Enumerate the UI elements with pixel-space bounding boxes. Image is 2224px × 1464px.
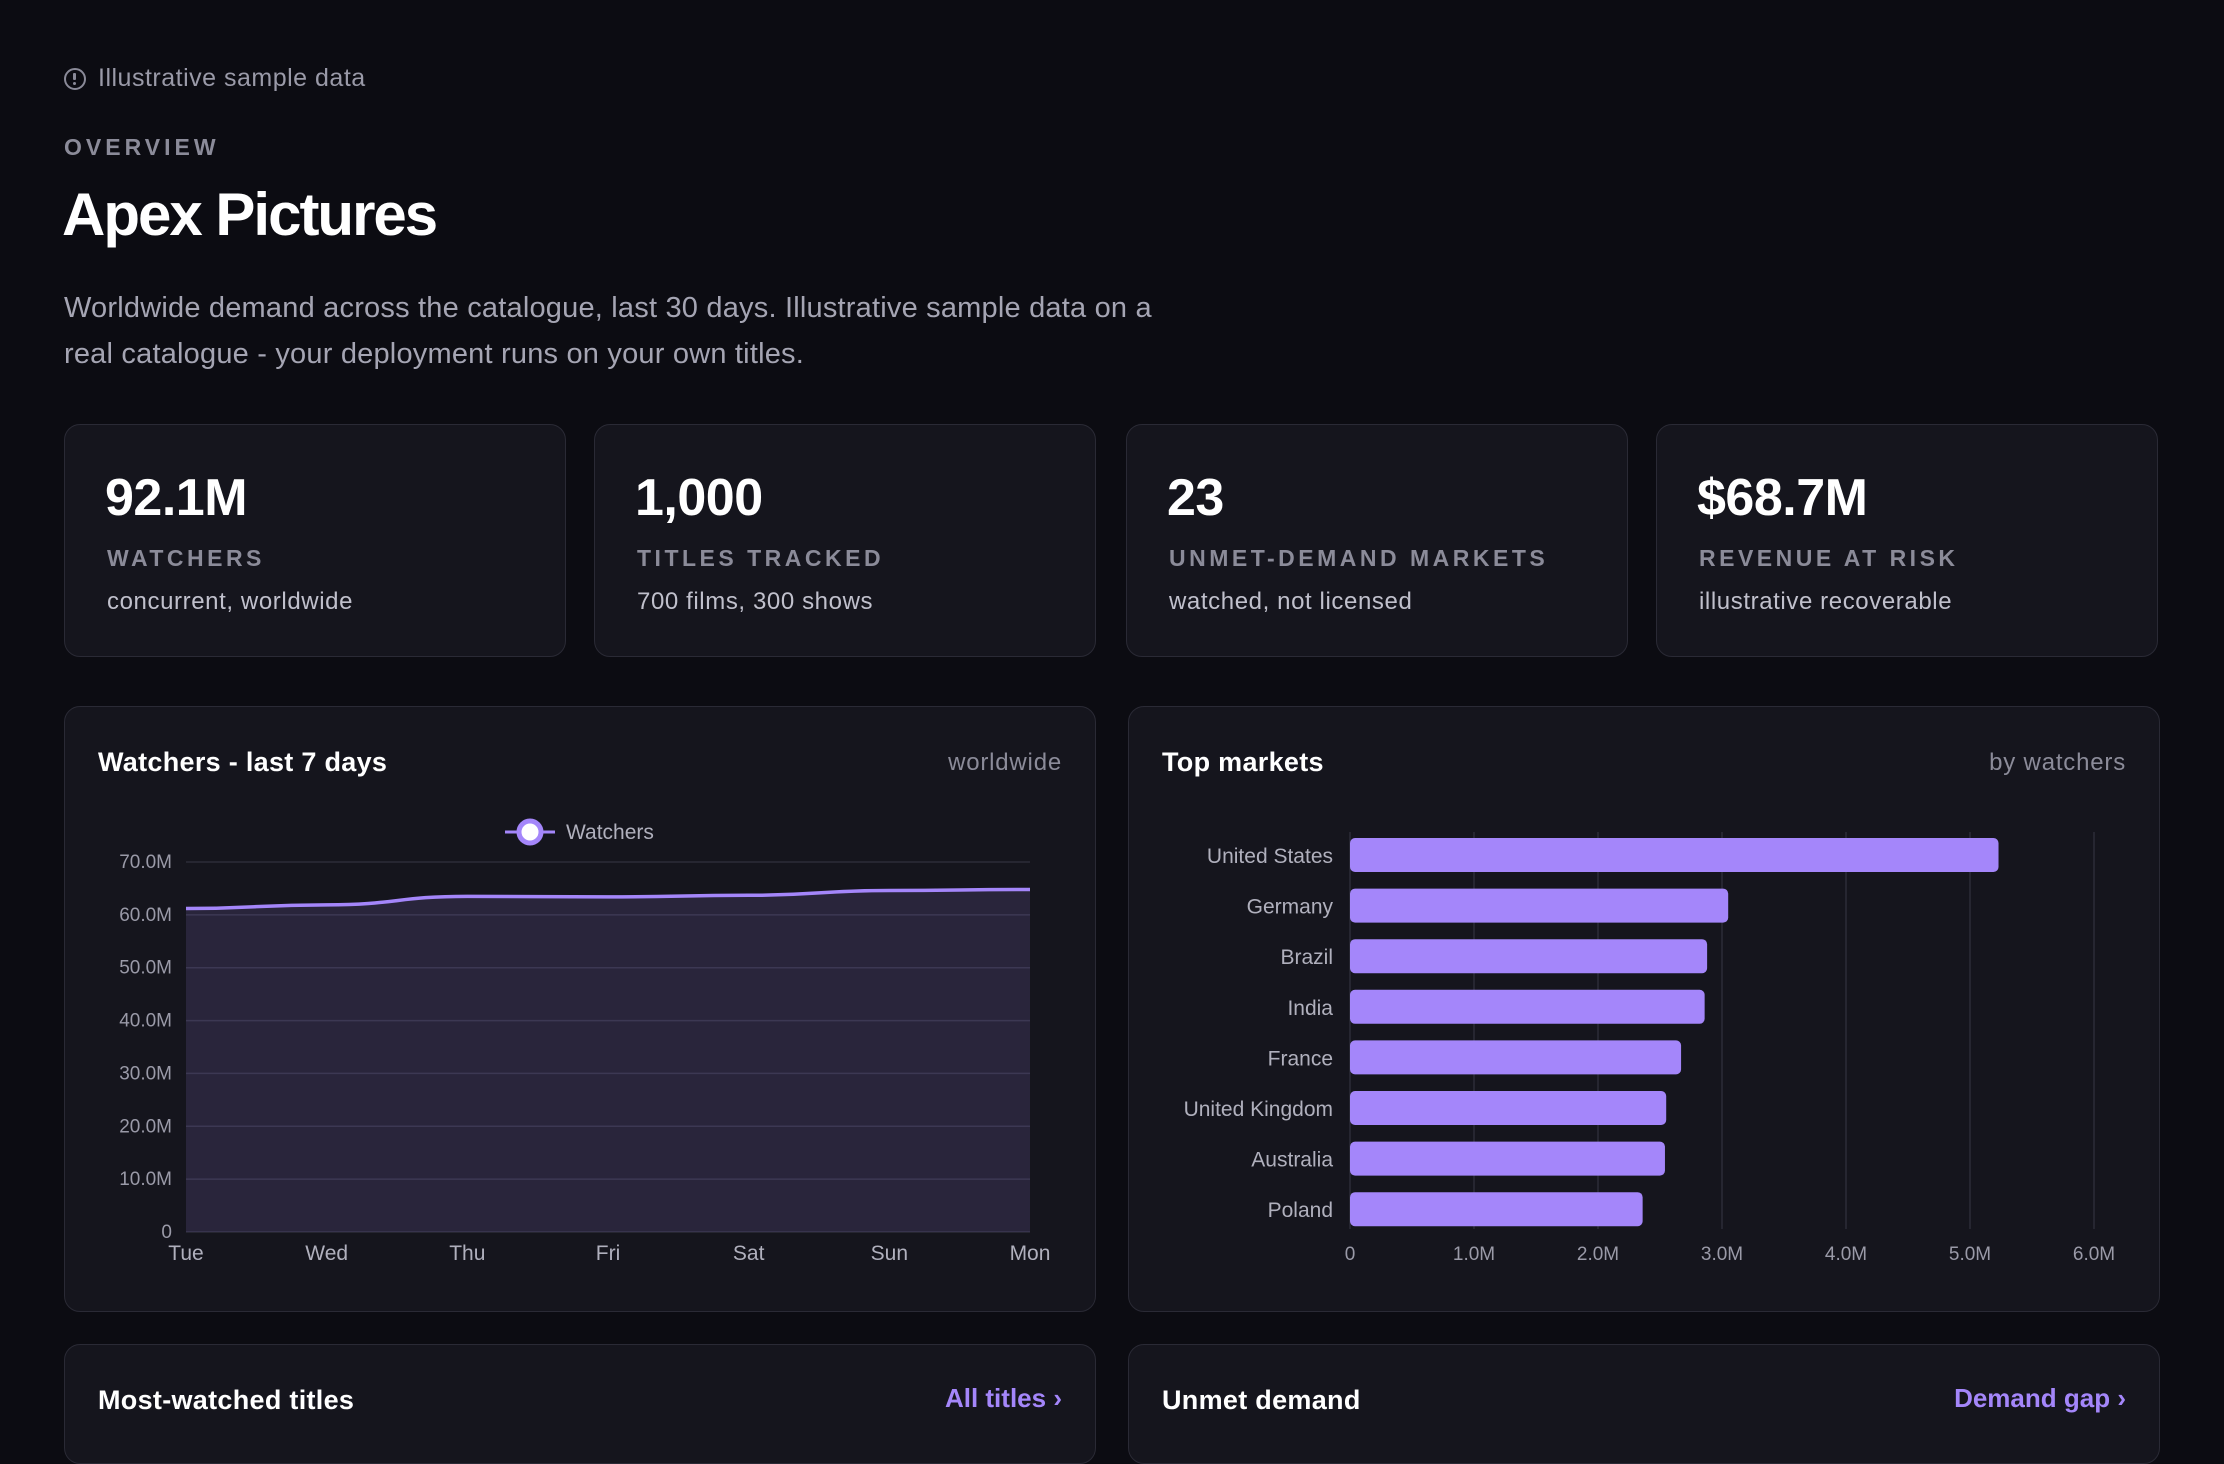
x-tick-label: Sat — [733, 1242, 765, 1265]
kpi-subtext: 700 films, 300 shows — [637, 588, 874, 615]
watchers-data-point — [464, 893, 470, 899]
market-bar — [1350, 1040, 1682, 1075]
watchers-data-point — [605, 894, 611, 900]
kpi-card-watchers: 92.1M WATCHERS concurrent, worldwide — [64, 424, 566, 657]
market-bar — [1350, 1091, 1667, 1125]
page-subtitle: Worldwide demand across the catalogue, l… — [64, 292, 1152, 370]
category-label: United States — [1207, 845, 1333, 868]
kpi-label: WATCHERS — [107, 545, 265, 571]
chevron-right-icon: › — [1053, 1383, 1062, 1413]
kpi-subtext: illustrative recoverable — [1699, 588, 1953, 615]
kpi-label: TITLES TRACKED — [637, 545, 885, 571]
all-titles-link-label: All titles — [944, 1383, 1047, 1413]
sample-data-notice-text: Illustrative sample data — [98, 64, 366, 92]
x-tick-label: Mon — [1010, 1242, 1051, 1265]
y-tick-label: 50.0M — [119, 958, 172, 979]
y-tick-label: 20.0M — [119, 1116, 172, 1137]
category-label: India — [1287, 997, 1333, 1020]
kpi-value: 92.1M — [105, 469, 248, 527]
card-title: Unmet demand — [1162, 1385, 1361, 1415]
kpi-subtext: concurrent, worldwide — [107, 588, 354, 615]
page-title: Apex Pictures — [62, 181, 438, 248]
x-tick-label: 2.0M — [1577, 1244, 1619, 1265]
y-tick-label: 0 — [161, 1222, 172, 1243]
kpi-value: 23 — [1167, 469, 1224, 527]
x-tick-label: 6.0M — [2073, 1244, 2115, 1265]
watchers-series-area — [186, 889, 1030, 1232]
market-bar — [1350, 939, 1708, 974]
top-markets-bar-chart: 0 1.0M 2.0M 3.0M 4.0M 5.0M 6.0M United States Ge… — [1184, 832, 2115, 1265]
kpi-card-revenue-at-risk: $68.7M REVENUE AT RISK illustrative reco… — [1656, 424, 2158, 657]
category-label: Germany — [1247, 896, 1334, 919]
top-markets-card: Top markets by watchers 0 1.0M 2.0M 3.0M 4.0… — [1128, 706, 2160, 1312]
x-tick-label: Fri — [596, 1242, 621, 1265]
watchers-series-line — [185, 887, 1031, 911]
y-tick-label: 30.0M — [119, 1063, 172, 1084]
x-tick-label: 5.0M — [1949, 1244, 1991, 1265]
card-tag: by watchers — [1989, 749, 2126, 776]
kpi-subtext: watched, not licensed — [1169, 588, 1413, 615]
legend-swatch-marker — [516, 818, 544, 846]
x-tick-label: 3.0M — [1701, 1244, 1743, 1265]
kpi-label: UNMET-DEMAND MARKETS — [1169, 545, 1549, 571]
all-titles-link[interactable]: All titles › — [945, 1383, 1062, 1414]
category-label: Poland — [1268, 1199, 1333, 1222]
card-title: Most-watched titles — [98, 1385, 355, 1415]
watchers-area-chart: 0 10.0M 20.0M 30.0M 40.0M 50.0M 60.0M 70.0M Tue W… — [119, 818, 1051, 1265]
kpi-label: REVENUE AT RISK — [1699, 545, 1959, 571]
watchers-data-point — [183, 906, 189, 912]
watchers-data-point — [1027, 886, 1033, 892]
category-label: France — [1268, 1047, 1333, 1070]
category-label: United Kingdom — [1184, 1098, 1333, 1121]
x-tick-label: Wed — [305, 1242, 348, 1265]
kpi-value: $68.7M — [1697, 469, 1868, 527]
unmet-demand-card: Unmet demand Demand gap › — [1128, 1344, 2160, 1464]
kpi-card-titles-tracked: 1,000 TITLES TRACKED 700 films, 300 show… — [594, 424, 1096, 657]
market-bar — [1350, 1192, 1643, 1227]
chevron-right-icon: › — [2117, 1383, 2126, 1413]
watchers-data-point — [324, 902, 330, 908]
market-bar — [1350, 838, 1999, 872]
card-tag: worldwide — [948, 749, 1062, 776]
y-tick-label: 10.0M — [119, 1169, 172, 1190]
section-eyebrow: OVERVIEW — [64, 134, 220, 160]
x-tick-label: Tue — [168, 1242, 203, 1265]
card-title: Top markets — [1162, 747, 1324, 777]
y-tick-label: 60.0M — [119, 905, 172, 926]
watchers-chart-card: Watchers - last 7 days worldwide 0 10.0M 2… — [64, 706, 1096, 1312]
x-tick-label: 1.0M — [1453, 1244, 1495, 1265]
category-label: Brazil — [1280, 946, 1333, 969]
market-bar — [1350, 989, 1705, 1024]
watchers-data-point — [746, 892, 752, 898]
demand-gap-link[interactable]: Demand gap › — [1954, 1383, 2126, 1414]
market-bar — [1350, 1141, 1665, 1176]
category-label: Australia — [1251, 1149, 1333, 1172]
market-bar — [1350, 888, 1729, 923]
x-tick-label: Sun — [871, 1242, 908, 1265]
kpi-value: 1,000 — [635, 469, 763, 527]
kpi-card-unmet-demand-markets: 23 UNMET-DEMAND MARKETS watched, not lic… — [1126, 424, 1628, 657]
y-tick-label: 40.0M — [119, 1011, 172, 1032]
card-title: Watchers - last 7 days — [98, 747, 388, 777]
demand-gap-link-label: Demand gap — [1954, 1383, 2111, 1413]
info-circle-icon — [64, 67, 86, 90]
x-tick-label: 4.0M — [1825, 1244, 1867, 1265]
legend-label: Watchers — [566, 821, 654, 844]
most-watched-titles-card: Most-watched titles All titles › — [64, 1344, 1096, 1464]
sample-data-notice: Illustrative sample data — [64, 64, 366, 93]
watchers-data-point — [886, 888, 892, 894]
y-tick-label: 70.0M — [119, 852, 172, 873]
x-tick-label: Thu — [449, 1242, 485, 1265]
x-tick-label: 0 — [1345, 1244, 1356, 1265]
